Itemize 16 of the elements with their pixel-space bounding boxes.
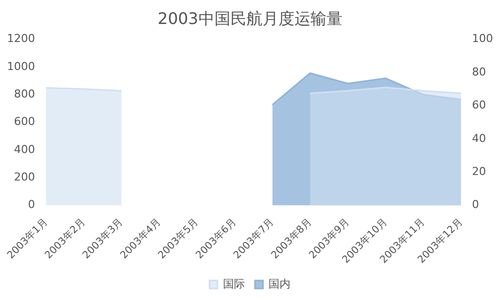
y2-tick-label: 40 [472,132,486,145]
y2-tick-label: 60 [472,98,486,112]
y-tick-label: 1200 [6,32,35,46]
y-tick-label: 0 [28,198,35,212]
y-tick-label: 600 [14,115,35,128]
y2-tick-label: 100 [472,32,494,46]
legend-label: 国际 [223,277,245,290]
y2-tick-label: 0 [472,198,480,212]
chart-title: 2003中国民航月度运输量 [158,8,342,28]
legend-label: 国内 [268,277,290,290]
y2-tick-label: 80 [472,65,486,78]
y-tick-label: 1000 [6,60,35,73]
y-tick-label: 400 [14,142,35,156]
y-tick-label: 200 [14,170,35,184]
y-tick-label: 800 [14,87,35,100]
y2-tick-label: 20 [472,165,486,178]
